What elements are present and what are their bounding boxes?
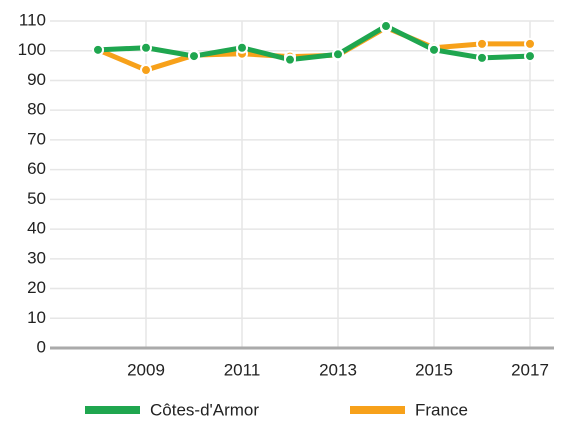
data-point [140, 64, 152, 77]
data-point [284, 53, 296, 66]
y-tick-label: 10 [27, 308, 46, 327]
data-point [428, 43, 440, 56]
y-tick-label: 40 [27, 219, 46, 238]
data-point [92, 43, 104, 56]
legend-label: Côtes-d'Armor [150, 400, 259, 419]
x-tick-label: 2013 [319, 360, 357, 379]
y-tick-label: 110 [19, 10, 46, 29]
data-point [140, 41, 152, 54]
y-tick-label: 30 [27, 248, 46, 267]
x-tick-label: 2011 [224, 360, 261, 379]
y-tick-label: 60 [27, 159, 46, 178]
x-tick-label: 2017 [511, 360, 549, 379]
data-point [188, 50, 200, 63]
y-tick-label: 100 [18, 40, 46, 59]
data-point [524, 37, 536, 50]
x-tick-label: 2015 [415, 360, 453, 379]
data-point [524, 50, 536, 63]
data-point [236, 41, 248, 54]
x-tick-label: 2009 [127, 360, 165, 379]
y-tick-label: 20 [27, 278, 46, 297]
y-tick-label: 70 [27, 129, 46, 148]
data-point [332, 48, 344, 61]
data-point [476, 37, 488, 50]
data-point [476, 51, 488, 64]
y-tick-label: 0 [37, 337, 46, 356]
y-tick-label: 50 [27, 189, 46, 208]
legend-label: France [415, 400, 468, 419]
data-point [380, 20, 392, 33]
legend-swatch [85, 406, 140, 414]
legend-swatch [350, 406, 405, 414]
y-tick-label: 90 [27, 70, 46, 89]
series-line [95, 23, 533, 63]
y-tick-label: 80 [27, 100, 46, 119]
